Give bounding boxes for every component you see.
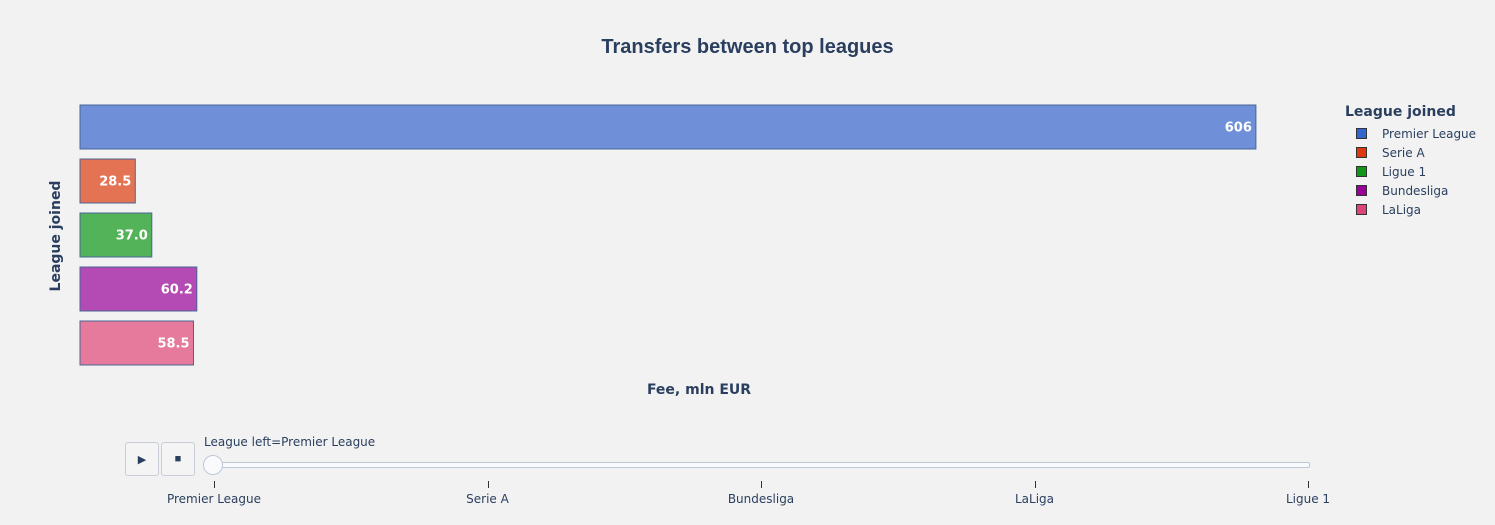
bar-label-serie-a: 28.5 (99, 175, 131, 190)
bar-ligue-1[interactable] (79, 212, 153, 258)
slider-tick-serie-a (487, 481, 489, 488)
legend-item-serie-a[interactable]: Serie A (1345, 143, 1476, 162)
bar-label-bundesliga: 60.2 (161, 283, 193, 298)
legend-label-ligue-1: Ligue 1 (1382, 164, 1427, 179)
stop-button[interactable]: ■ (161, 442, 195, 476)
slider-step-ligue-1[interactable]: Ligue 1 (1285, 492, 1331, 506)
legend-swatch-bundesliga (1356, 185, 1367, 196)
legend-item-laliga[interactable]: LaLiga (1345, 200, 1476, 219)
chart-title: Transfers between top leagues (601, 36, 894, 58)
play-button[interactable]: ▶ (125, 442, 159, 476)
bar-label-laliga: 58.5 (157, 337, 189, 352)
bar-bundesliga[interactable] (79, 266, 198, 312)
bar-label-premier-league: 606 (1225, 121, 1252, 136)
slider-tick-laliga (1034, 481, 1036, 488)
slider-step-serie-a[interactable]: Serie A (466, 492, 509, 506)
slider-rail[interactable] (204, 462, 1310, 468)
legend-item-ligue-1[interactable]: Ligue 1 (1345, 162, 1476, 181)
bar-plot-area: 606 28.5 37.0 60.2 58.5 (79, 104, 1257, 366)
legend: League joined Premier League Serie A Ligue… (1345, 104, 1476, 219)
slider-tick-premier-league (214, 481, 215, 488)
legend-label-premier-league: Premier League (1382, 126, 1477, 141)
slider-tick-bundesliga (761, 481, 762, 488)
legend-swatch-serie-a (1356, 147, 1367, 158)
legend-title: League joined (1345, 104, 1456, 120)
slider-step-premier-league[interactable]: Premier League (166, 492, 262, 506)
slider-tick-ligue-1 (1308, 481, 1309, 488)
legend-label-laliga: LaLiga (1382, 202, 1422, 217)
x-axis-title: Fee, mln EUR (646, 382, 752, 398)
legend-item-bundesliga[interactable]: Bundesliga (1345, 181, 1476, 200)
legend-label-serie-a: Serie A (1382, 145, 1425, 160)
y-axis-title: League joined (48, 180, 64, 292)
slider-handle[interactable] (203, 455, 223, 475)
bar-premier-league[interactable] (79, 104, 1257, 150)
slider-step-laliga[interactable]: LaLiga (1014, 492, 1055, 506)
bar-serie-a[interactable] (79, 158, 136, 204)
legend-label-bundesliga: Bundesliga (1382, 183, 1449, 198)
legend-swatch-premier-league (1356, 128, 1367, 139)
legend-item-premier-league[interactable]: Premier League (1345, 124, 1476, 143)
legend-swatch-ligue-1 (1356, 166, 1367, 177)
legend-swatch-laliga (1356, 204, 1367, 215)
bar-laliga[interactable] (79, 320, 195, 366)
slider-current-label: League left=Premier League (204, 435, 376, 449)
bar-label-ligue-1: 37.0 (116, 229, 148, 244)
slider-step-bundesliga[interactable]: Bundesliga (727, 492, 795, 506)
